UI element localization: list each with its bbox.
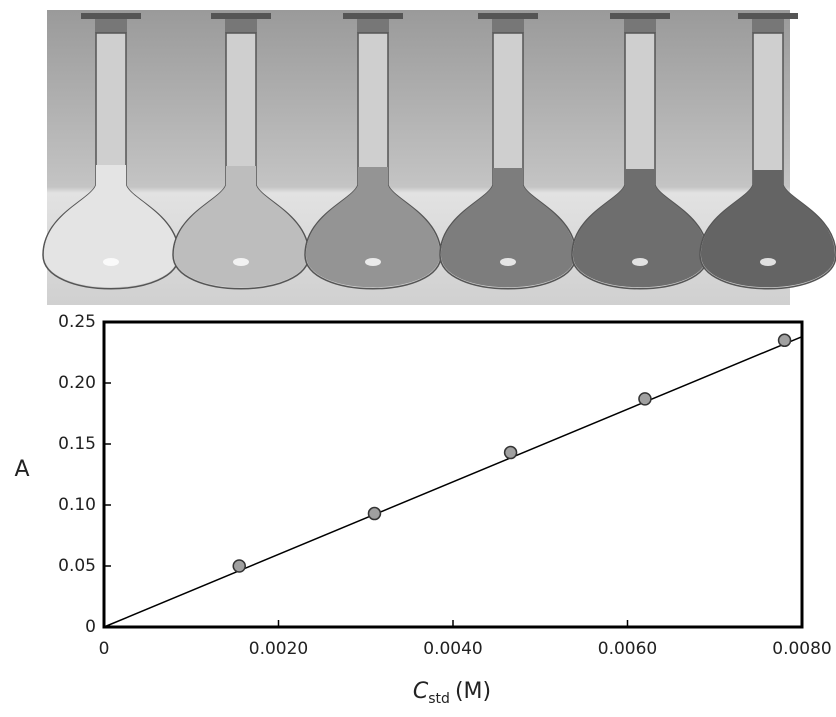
x-tick-label: 0.0060 [598, 639, 657, 659]
y-tick-label: 0.15 [58, 434, 96, 454]
flask-cap [211, 13, 271, 19]
y-axis-label: A [14, 457, 29, 482]
flask-stopper [624, 19, 656, 33]
flask-stopper [95, 19, 127, 33]
flask-cap [610, 13, 670, 19]
flask-cap [478, 13, 538, 19]
flask-highlight [500, 258, 516, 266]
x-axis-label: Cstd (M) [413, 679, 491, 707]
data-point [233, 560, 245, 572]
x-tick-label: 0.0080 [772, 639, 831, 659]
data-point [368, 508, 380, 520]
y-tick-label: 0.25 [58, 312, 96, 332]
flask-highlight [760, 258, 776, 266]
x-label-subscript: std [428, 691, 450, 707]
chart: 0 0.05 0.10 0.15 0.20 0.25 0 0.0020 0.0040 0.0060… [14, 312, 831, 707]
x-tick-label: 0.0040 [423, 639, 482, 659]
x-tick-label: 0.0020 [249, 639, 308, 659]
plot-frame [104, 322, 802, 627]
flask-highlight [632, 258, 648, 266]
y-tick-label: 0.10 [58, 495, 96, 515]
flask-stopper [492, 19, 524, 33]
y-tick-label: 0 [85, 617, 96, 637]
flask-stopper [357, 19, 389, 33]
flask-cap [81, 13, 141, 19]
data-point [639, 393, 651, 405]
flask-stopper [752, 19, 784, 33]
fit-line [104, 337, 802, 627]
flask-highlight [103, 258, 119, 266]
x-label-symbol: C [413, 679, 429, 704]
figure: 0 0.05 0.10 0.15 0.20 0.25 0 0.0020 0.0040 0.0060… [0, 0, 836, 717]
y-tick-label: 0.05 [58, 556, 96, 576]
data-point [779, 334, 791, 346]
data-point [505, 447, 517, 459]
flask-stopper [225, 19, 257, 33]
flask-cap [738, 13, 798, 19]
flask-highlight [233, 258, 249, 266]
flask-highlight [365, 258, 381, 266]
flask-cap [343, 13, 403, 19]
x-tick-label: 0 [99, 639, 110, 659]
flask-photo [43, 10, 836, 305]
x-label-unit: (M) [455, 679, 491, 704]
y-tick-label: 0.20 [58, 373, 96, 393]
